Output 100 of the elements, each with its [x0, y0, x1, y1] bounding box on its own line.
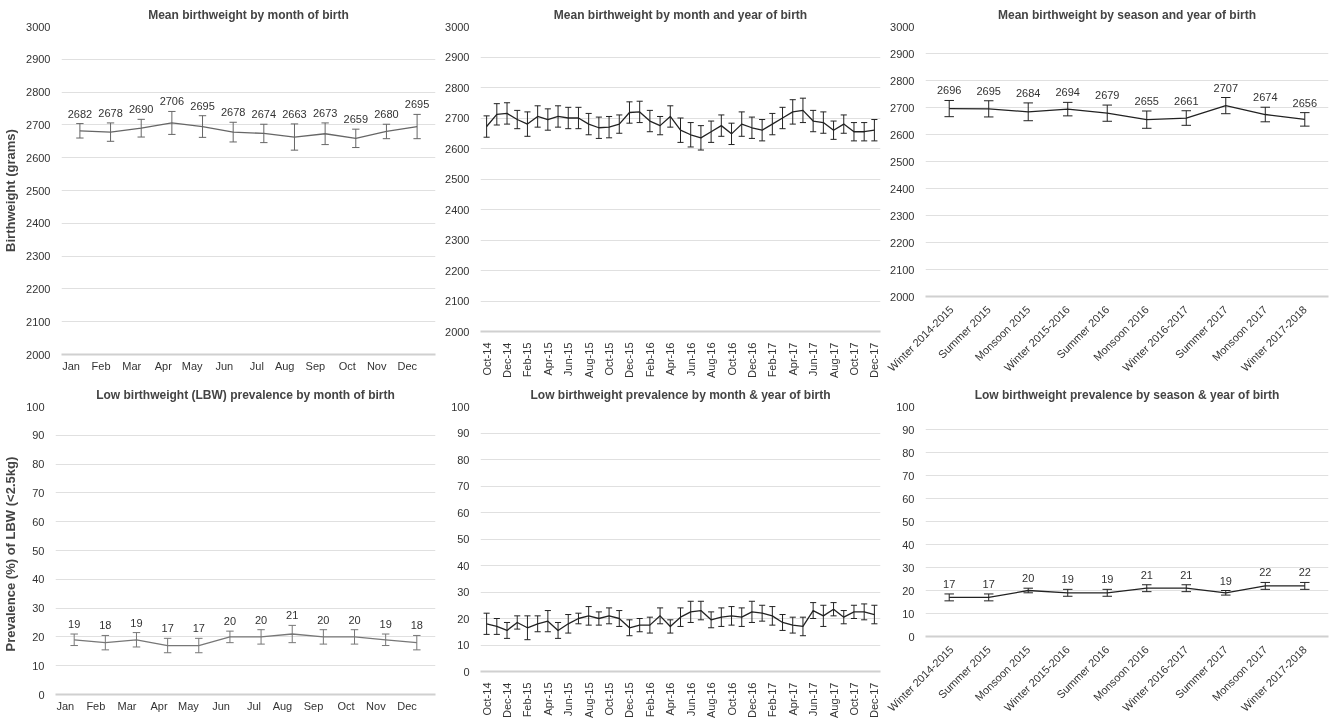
x-tick-label: Jun-16	[684, 682, 697, 717]
y-tick-label: 2400	[26, 217, 51, 230]
x-tick-label: Oct-14	[480, 682, 493, 716]
y-tick-label: 2100	[445, 295, 470, 307]
data-label: 2661	[1174, 94, 1199, 107]
x-tick-label: Apr-15	[541, 342, 554, 376]
data-label: 19	[379, 618, 392, 631]
y-tick-label: 2300	[890, 209, 915, 222]
x-tick-label: Aug-15	[582, 342, 595, 378]
y-tick-label: 20	[457, 612, 470, 625]
x-tick-label: Feb-16	[643, 342, 656, 378]
data-label: 2684	[1015, 86, 1041, 99]
x-tick-label: Mar	[122, 359, 142, 372]
x-tick-label: Aug-17	[827, 342, 840, 378]
chart-title: Mean birthweight by month of birth	[148, 7, 349, 22]
x-tick-label: Sep	[303, 699, 324, 712]
x-tick-label: Jun-15	[562, 342, 575, 377]
y-tick-label: 3000	[26, 20, 51, 33]
chart-title: Low birthweight (LBW) prevalence by month of birth	[96, 387, 395, 402]
data-label: 2655	[1134, 95, 1159, 108]
y-tick-label: 0	[908, 630, 915, 643]
x-tick-label: Dec-15	[623, 682, 636, 718]
x-tick-label: Feb-15	[521, 342, 534, 378]
x-tick-label: Jun	[212, 699, 230, 712]
y-tick-label: 2400	[890, 182, 915, 195]
y-tick-label: 2800	[26, 86, 51, 99]
data-label: 22	[1259, 566, 1272, 579]
x-tick-label: Sep	[305, 359, 326, 372]
y-tick-label: 2500	[445, 173, 470, 185]
x-tick-label: Apr-16	[664, 682, 677, 716]
data-label: 19	[1061, 573, 1074, 586]
x-tick-label: Dec	[397, 699, 418, 712]
y-tick-label: 50	[902, 515, 915, 528]
x-tick-label: Jun-15	[562, 682, 575, 717]
y-tick-label: 2900	[26, 53, 51, 66]
y-tick-label: 3000	[445, 20, 470, 33]
data-label: 2682	[67, 107, 93, 120]
y-tick-label: 2000	[445, 325, 470, 338]
y-tick-label: 0	[38, 688, 45, 701]
data-label: 21	[1180, 568, 1193, 581]
data-label: 2695	[404, 98, 430, 111]
data-label: 20	[1022, 572, 1035, 585]
y-tick-label: 40	[32, 573, 45, 586]
chart-title: Mean birthweight by season and year of birth	[997, 7, 1257, 22]
data-label: 19	[68, 618, 81, 631]
y-tick-label: 2100	[26, 315, 51, 328]
y-tick-label: 2700	[26, 118, 51, 131]
y-tick-label: 20	[32, 630, 45, 643]
x-tick-label: Oct-16	[725, 342, 738, 376]
x-tick-label: May	[178, 699, 200, 712]
y-tick-label: 2300	[445, 234, 470, 246]
chart-title: Low birthweight prevalence by month & year of birth	[530, 387, 831, 402]
data-label: 19	[130, 616, 143, 629]
data-label: 19	[1101, 573, 1114, 586]
x-tick-label: Oct	[337, 699, 355, 712]
y-tick-label: 2000	[890, 290, 915, 303]
x-tick-label: Dec-14	[501, 682, 514, 718]
data-label: 20	[223, 615, 237, 628]
y-tick-label: 60	[32, 515, 45, 528]
x-tick-label: Dec-16	[745, 682, 758, 718]
data-label: 2680	[374, 108, 399, 121]
y-tick-label: 2300	[26, 250, 51, 263]
x-tick-label: Mar	[117, 699, 137, 712]
y-tick-label: 70	[902, 469, 915, 482]
x-tick-label: Apr	[150, 699, 168, 712]
data-label: 2679	[1095, 89, 1120, 102]
x-tick-label: Oct-15	[603, 682, 616, 716]
y-tick-label: 40	[902, 538, 915, 551]
y-tick-label: 2500	[890, 155, 915, 168]
y-tick-label: 2200	[26, 282, 51, 295]
y-tick-label: 2400	[445, 203, 470, 216]
y-tick-label: 60	[457, 506, 470, 519]
x-tick-label: Dec-16	[745, 342, 758, 378]
x-tick-label: Jun-17	[807, 682, 820, 717]
data-label: 2695	[190, 99, 215, 112]
y-tick-label: 90	[902, 423, 915, 436]
data-label: 21	[1140, 568, 1153, 581]
y-tick-label: 30	[902, 561, 915, 574]
x-tick-label: Aug	[272, 699, 293, 712]
x-tick-label: Oct-17	[847, 682, 860, 716]
y-tick-label: 3000	[890, 20, 915, 33]
y-axis-title: Birthweight (grams)	[3, 129, 19, 252]
x-tick-label: Jul	[247, 699, 262, 712]
y-tick-label: 10	[902, 607, 915, 620]
data-label: 18	[99, 619, 112, 632]
x-tick-label: Apr-15	[541, 682, 554, 716]
x-tick-label: Dec-17	[868, 682, 881, 718]
data-label: 2674	[251, 108, 277, 121]
y-tick-label: 50	[32, 544, 45, 557]
y-tick-label: 2900	[445, 51, 470, 63]
y-tick-label: 50	[457, 533, 470, 545]
y-tick-label: 40	[457, 559, 470, 572]
data-label: 2678	[220, 106, 246, 119]
y-axis-title: Prevalence (%) of LBW (<2.5kg)	[3, 456, 19, 652]
x-tick-label: Aug-16	[705, 682, 718, 718]
x-tick-label: Nov	[366, 359, 387, 372]
x-tick-label: Apr	[154, 359, 173, 372]
x-tick-label: Dec-14	[501, 342, 514, 378]
y-tick-label: 2200	[890, 236, 915, 249]
data-label: 2695	[976, 84, 1001, 97]
